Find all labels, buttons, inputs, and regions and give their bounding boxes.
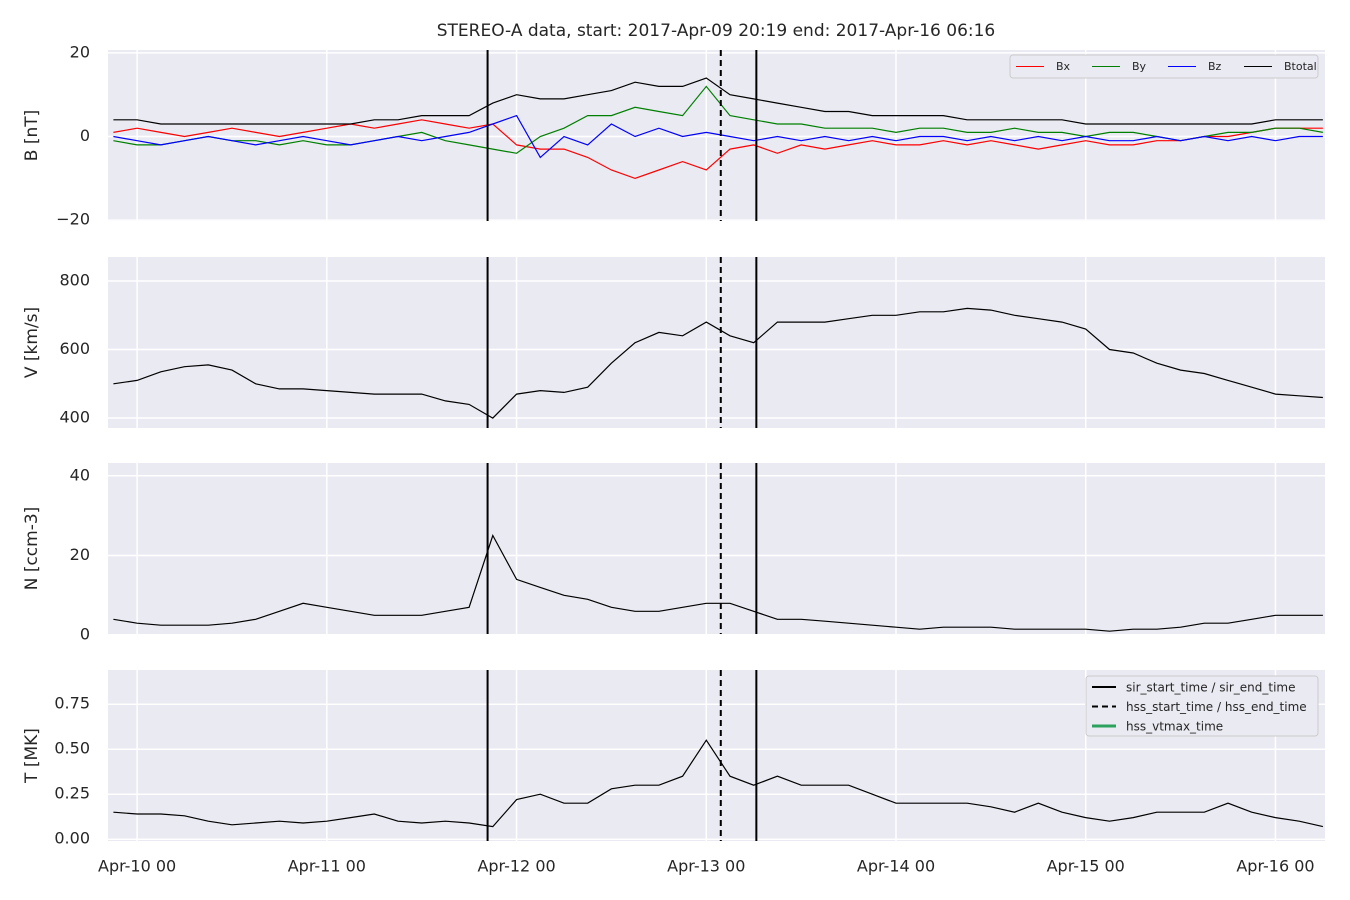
legend-label: Btotal bbox=[1284, 60, 1317, 73]
legend-box bbox=[1009, 54, 1319, 79]
series-line bbox=[113, 77, 1323, 125]
x-tick-label: Apr-10 00 bbox=[98, 857, 176, 876]
y-tick-label: −20 bbox=[56, 210, 90, 229]
y-tick-label: 0.25 bbox=[54, 784, 90, 803]
legend-label: sir_start_time / sir_end_time bbox=[1126, 681, 1296, 695]
y-tick-label: 0.75 bbox=[54, 694, 90, 713]
series-line bbox=[113, 114, 1323, 159]
y-tick-label: 0 bbox=[80, 625, 90, 644]
legend-label: hss_vtmax_time bbox=[1126, 720, 1223, 734]
series-line bbox=[113, 533, 1323, 632]
x-tick-label: Apr-13 00 bbox=[667, 857, 745, 876]
y-tick-label: 40 bbox=[70, 465, 90, 484]
legend-label: Bz bbox=[1208, 60, 1222, 73]
y-tick-label: 0.00 bbox=[54, 829, 90, 848]
plot-background bbox=[108, 257, 1325, 428]
legend-box bbox=[1085, 675, 1319, 737]
x-tick-label: Apr-16 00 bbox=[1236, 857, 1314, 876]
y-axis-label: B [nT] bbox=[22, 110, 42, 162]
series-line bbox=[113, 739, 1324, 828]
chart-title: STEREO-A data, start: 2017-Apr-09 20:19 … bbox=[437, 21, 996, 41]
plot-background bbox=[108, 463, 1325, 634]
y-tick-label: 0 bbox=[80, 126, 90, 145]
x-tick-label: Apr-15 00 bbox=[1047, 857, 1125, 876]
y-tick-label: 800 bbox=[59, 270, 90, 289]
x-tick-label: Apr-12 00 bbox=[477, 857, 555, 876]
legend-label: hss_start_time / hss_end_time bbox=[1126, 700, 1307, 714]
y-tick-label: 600 bbox=[59, 339, 90, 358]
series-line bbox=[113, 85, 1324, 154]
x-tick-label: Apr-14 00 bbox=[857, 857, 935, 876]
y-axis-label: T [MK] bbox=[22, 728, 42, 784]
x-tick-label: Apr-11 00 bbox=[288, 857, 366, 876]
legend-label: By bbox=[1132, 60, 1147, 73]
series-line bbox=[113, 119, 1323, 180]
y-tick-label: 400 bbox=[59, 408, 90, 427]
y-tick-label: 20 bbox=[70, 42, 90, 61]
legend-label: Bx bbox=[1056, 60, 1071, 73]
y-axis-label: N [ccm-3] bbox=[22, 507, 42, 591]
y-tick-label: 20 bbox=[70, 545, 90, 564]
y-tick-label: 0.50 bbox=[54, 739, 90, 758]
series-line bbox=[113, 307, 1323, 419]
y-axis-label: V [km/s] bbox=[22, 307, 42, 378]
